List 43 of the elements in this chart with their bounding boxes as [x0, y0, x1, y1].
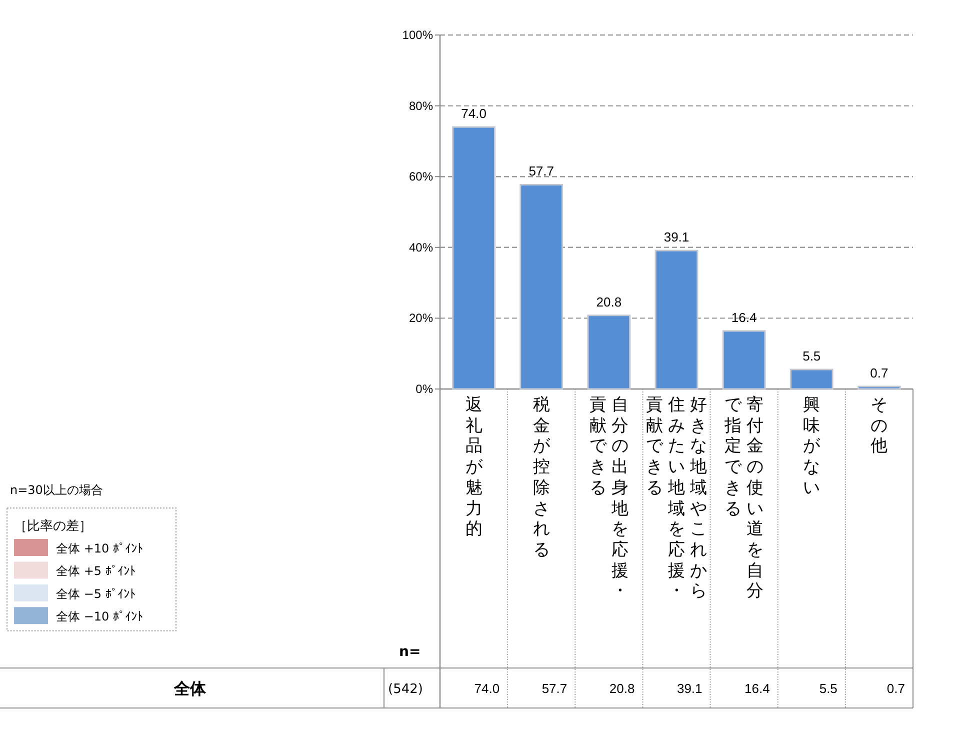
category-label: 全体 +5 ﾎﾟｲﾝﾄ [56, 564, 136, 578]
y-tick-label: 0% [416, 382, 434, 396]
data-label: 20.8 [609, 681, 635, 696]
x-tick-label: 税金が控除される [532, 395, 551, 562]
x-tick-label: 返礼品が魅力的 [464, 395, 484, 542]
data-label: 39.1 [676, 681, 702, 696]
text: 5.5 [802, 348, 821, 364]
bar [722, 330, 766, 390]
y-tick-label: 80% [408, 98, 434, 113]
text: 57.7 [528, 164, 554, 179]
bar [790, 368, 834, 390]
data-label: 16.4 [744, 681, 770, 696]
bar [654, 250, 698, 390]
text: n= [399, 644, 421, 660]
category-label: 全体 −10 ﾎﾟｲﾝﾄ [56, 610, 143, 624]
data-label: 57.7 [542, 681, 568, 696]
text: 20.8 [596, 294, 622, 310]
bar [452, 126, 496, 390]
bar [587, 314, 631, 390]
text: 0.7 [870, 366, 888, 381]
data-label: 5.5 [819, 681, 838, 696]
text: ［比率の差］ [14, 518, 92, 534]
category-label: 全体 +10 ﾎﾟｲﾝﾄ [56, 542, 143, 556]
data-label: 0.7 [886, 681, 905, 696]
data-label: 74.0 [474, 681, 500, 696]
x-tick-label: その他 [870, 395, 889, 458]
text: n=30以上の場合 [10, 483, 103, 497]
category-label: 寄付金の使い道を自分で指定できる [724, 395, 764, 602]
text: 16.4 [731, 310, 757, 325]
text: 39.1 [664, 230, 690, 245]
bar [520, 184, 564, 390]
text: 全体 [173, 679, 207, 698]
y-tick-label: 40% [408, 240, 434, 254]
y-tick-label: 60% [408, 170, 434, 184]
text: 74.0 [461, 106, 486, 122]
bar [858, 386, 901, 390]
y-tick-label: 100% [402, 28, 434, 42]
category-label: 自分の出身地を応援・貢献できる [589, 395, 628, 602]
text: (542) [388, 682, 423, 697]
category-label: 好きな地域やこれから住みたい地域を応援・貢献できる [646, 395, 707, 602]
x-tick-label: 興味がない [802, 395, 822, 500]
y-tick-label: 20% [408, 311, 434, 326]
category-label: 全体 −5 ﾎﾟｲﾝﾄ [56, 586, 136, 601]
